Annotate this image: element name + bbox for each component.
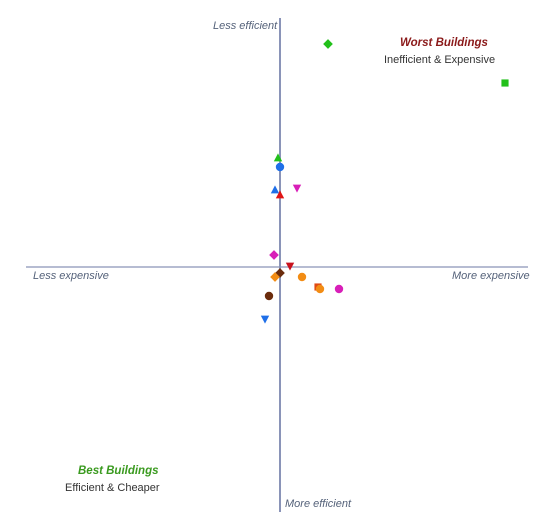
data-point-11 <box>270 272 280 282</box>
data-points <box>260 39 509 324</box>
axis-label-right: More expensive <box>452 270 530 282</box>
data-point-14 <box>315 284 325 294</box>
worst-buildings-title: Worst Buildings <box>400 37 488 49</box>
data-point-7 <box>275 190 285 199</box>
data-point-9 <box>285 262 295 271</box>
axis-label-top: Less efficient <box>213 20 278 32</box>
data-point-2 <box>501 79 509 87</box>
data-point-1 <box>323 39 333 49</box>
axis-label-bottom: More efficient <box>285 498 352 510</box>
data-point-6 <box>292 184 302 193</box>
best-buildings-title: Best Buildings <box>78 465 159 477</box>
data-point-4 <box>275 162 285 172</box>
worst-buildings-subtitle: Inefficient & Expensive <box>384 54 496 66</box>
data-point-12 <box>297 272 307 282</box>
data-point-15 <box>334 284 344 294</box>
best-buildings-subtitle: Efficient & Cheaper <box>65 482 160 494</box>
data-point-5 <box>270 185 280 194</box>
data-point-17 <box>260 315 270 324</box>
data-point-8 <box>269 250 279 260</box>
data-point-3 <box>273 153 283 162</box>
data-point-16 <box>264 291 274 301</box>
axis-label-left: Less expensive <box>33 270 109 282</box>
